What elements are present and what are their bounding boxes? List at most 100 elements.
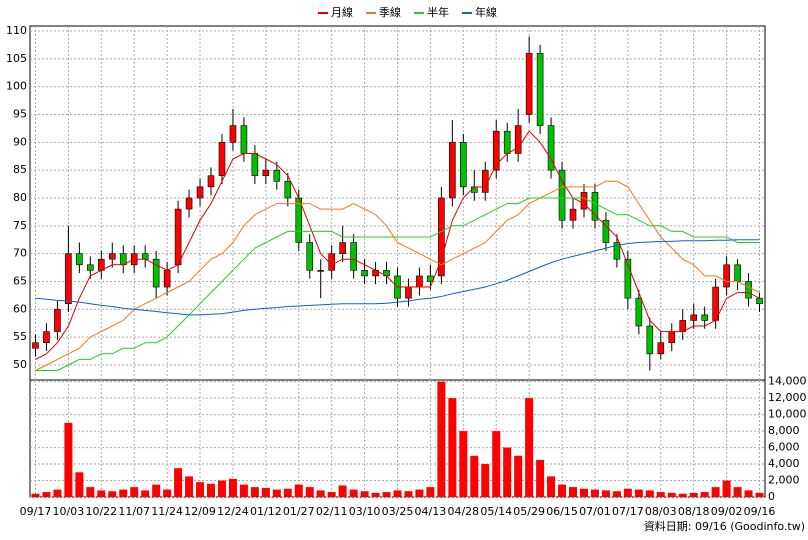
candle-body [514, 125, 522, 154]
candle-body [405, 286, 412, 299]
volume-bar [261, 487, 270, 497]
x-tick-label: 05/29 [513, 505, 545, 518]
volume-bar [590, 489, 599, 497]
candle-body [525, 52, 533, 115]
y-tick-label: 70 [13, 247, 27, 260]
volume-bar [217, 480, 226, 497]
candle-body [734, 264, 741, 282]
legend-label: 季線 [379, 5, 401, 19]
volume-bar [623, 488, 632, 497]
y-tick-label: 60 [13, 302, 27, 315]
volume-bar [437, 381, 446, 497]
volume-bar [492, 431, 501, 497]
volume-bar [53, 489, 62, 497]
volume-bar [31, 493, 40, 497]
x-tick-label: 03/10 [349, 505, 381, 518]
volume-bar [514, 455, 523, 497]
volume-bar [250, 487, 259, 497]
y-tick-label: 90 [13, 135, 27, 148]
candle-body [163, 270, 171, 288]
volume-bar [612, 491, 621, 497]
volume-bar [448, 398, 457, 497]
volume-bar [338, 485, 347, 497]
candle-body [207, 175, 215, 188]
volume-bar [42, 492, 51, 497]
volume-bar [283, 488, 292, 497]
candle-body [503, 130, 511, 154]
volume-bar [426, 487, 435, 497]
candle-body [481, 169, 489, 193]
volume-bar [711, 487, 720, 497]
candle-body [591, 192, 599, 221]
legend-label: 半年 [427, 5, 449, 19]
candle-body [152, 258, 160, 288]
candle-body [547, 125, 555, 171]
volume-bar [64, 422, 73, 497]
moving-average [35, 180, 760, 371]
x-tick-label: 01/12 [250, 505, 282, 518]
volume-bar [382, 492, 391, 497]
volume-bar [755, 492, 764, 497]
candle-body [613, 242, 621, 260]
x-tick-label: 09/16 [744, 505, 776, 518]
y-tick-label: 50 [13, 358, 27, 371]
volume-bar [305, 487, 314, 497]
x-tick-label: 08/03 [645, 505, 677, 518]
y-tick-label: 95 [13, 108, 27, 121]
candle-body [119, 253, 127, 266]
x-tick-label: 12/24 [217, 505, 249, 518]
volume-bar [547, 476, 556, 497]
candle-body [668, 331, 676, 344]
volume-bar [689, 492, 698, 497]
volume-bar [634, 489, 643, 497]
volume-bar [196, 482, 205, 497]
x-tick-label: 03/25 [382, 505, 414, 518]
volume-tick-label: 4,000 [768, 457, 800, 470]
candle-body [65, 253, 72, 305]
x-tick-label: 09/02 [711, 505, 743, 518]
x-tick-label: 06/15 [546, 505, 578, 518]
volume-bar [239, 484, 248, 497]
volume-tick-label: 2,000 [768, 474, 800, 487]
volume-bar [733, 487, 742, 497]
candle-body [251, 153, 259, 177]
volume-bar [119, 489, 128, 497]
x-tick-label: 09/17 [20, 505, 52, 518]
volume-bar [503, 447, 512, 497]
candle-body [679, 320, 687, 332]
volume-bar [404, 491, 413, 497]
candle-body [438, 197, 445, 277]
candle-body [580, 192, 588, 210]
legend-label: 月線 [331, 5, 353, 19]
volume-tick-label: 10,000 [768, 408, 807, 421]
volume-bar [744, 490, 753, 497]
volume-bar [108, 491, 117, 497]
volume-bar [459, 431, 468, 497]
candle-body [196, 186, 204, 199]
candle-body [449, 142, 456, 199]
y-tick-label: 85 [13, 163, 27, 176]
y-tick-label: 105 [6, 52, 27, 65]
candle-body [185, 197, 193, 210]
candle-body [756, 297, 763, 305]
candle-body [635, 297, 643, 327]
volume-bar [228, 478, 237, 497]
volume-bar [525, 398, 534, 497]
footer: 資料日期: 09/16 (Goodinfo.tw) [644, 519, 805, 533]
candle-body [174, 208, 182, 266]
candle-body [624, 258, 632, 299]
volume-bar [536, 459, 545, 497]
y-tick-label: 100 [6, 80, 27, 93]
volume-bar [174, 468, 183, 497]
x-tick-label: 10/03 [53, 505, 85, 518]
candle-body [306, 242, 314, 271]
y-tick-label: 80 [13, 191, 27, 204]
volume-bar [349, 489, 358, 497]
moving-average [35, 130, 760, 360]
candle-body [108, 253, 116, 260]
x-tick-label: 11/24 [151, 505, 183, 518]
candle-body [98, 258, 105, 271]
x-tick-label: 01/27 [283, 505, 315, 518]
x-tick-label: 04/13 [415, 505, 447, 518]
volume-bar [656, 492, 665, 497]
